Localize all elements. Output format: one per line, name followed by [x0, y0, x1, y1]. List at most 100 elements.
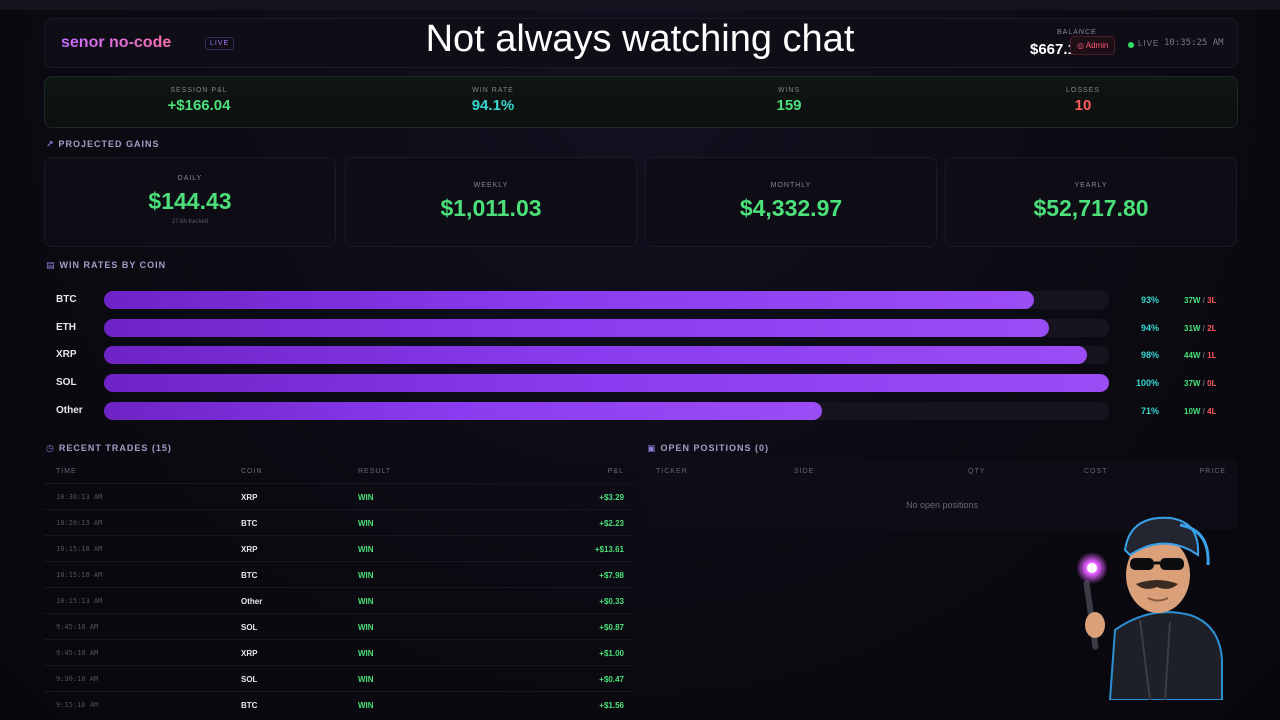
winrate-row-xrp: XRP 98% 44W / 1L — [44, 345, 1238, 365]
trade-time: 10:20:13 AM — [56, 519, 103, 527]
recent-trades-table: TIME COIN RESULT P&L 10:30:13 AM XRP WIN… — [44, 460, 634, 720]
winrate-row-eth: ETH 94% 31W / 2L — [44, 318, 1238, 338]
win-loss-count: 37W / 3L — [1184, 296, 1217, 305]
trade-coin: XRP — [241, 649, 258, 658]
losses-count: 2L — [1207, 324, 1217, 333]
win-rates-panel: BTC 93% 37W / 3L ETH 94% 31W / 2L XRP 98… — [44, 280, 1238, 426]
projection-label: WEEKLY — [473, 182, 509, 189]
trade-result: WIN — [358, 623, 374, 632]
projected-gains-title: ↗ PROJECTED GAINS — [46, 139, 160, 150]
trend-up-icon: ↗ — [46, 139, 55, 149]
empty-state-message: No open positions — [905, 500, 979, 510]
wins-count: 10W — [1184, 407, 1201, 416]
column-header-qty[interactable]: QTY — [968, 468, 986, 475]
table-row[interactable]: 10:30:13 AM XRP WIN +$3.29 — [44, 483, 634, 509]
winrate-bar — [104, 402, 822, 420]
projection-card-weekly: WEEKLY $1,011.03 — [345, 157, 637, 247]
winrate-percent: 94% — [1140, 323, 1159, 333]
winrate-track — [104, 319, 1109, 337]
balance-label: BALANCE — [1057, 29, 1097, 36]
trade-time: 9:30:10 AM — [56, 675, 99, 683]
wins-count: 37W — [1184, 379, 1201, 388]
losses-count: 1L — [1207, 351, 1217, 360]
column-header-ticker[interactable]: TICKER — [656, 468, 688, 475]
winrate-bar — [104, 319, 1049, 337]
wins-count: 44W — [1184, 351, 1201, 360]
section-title-text: PROJECTED GAINS — [58, 139, 160, 149]
dashboard-header: senor no-code LIVE BALANCE $667.10 ◎ Adm… — [44, 18, 1238, 68]
stat-value: +$166.04 — [167, 97, 231, 114]
projection-card-monthly: MONTHLY $4,332.97 — [645, 157, 937, 247]
clock-icon: ◷ — [46, 443, 55, 453]
winrate-bar — [104, 346, 1087, 364]
wins-count: 37W — [1184, 296, 1201, 305]
open-positions-table: TICKER SIDE QTY COST PRICE No open posit… — [646, 460, 1238, 530]
column-header-price[interactable]: PRICE — [1199, 468, 1226, 475]
trade-result: WIN — [358, 545, 374, 554]
winrate-bar — [104, 291, 1034, 309]
table-row[interactable]: 10:20:13 AM BTC WIN +$2.23 — [44, 509, 634, 535]
table-row[interactable]: 9:30:10 AM SOL WIN +$0.47 — [44, 665, 634, 691]
trade-time: 9:15:10 AM — [56, 701, 99, 709]
window-top-strip — [0, 0, 1280, 10]
column-header-side[interactable]: SIDE — [794, 468, 815, 475]
projection-label: YEARLY — [1074, 182, 1108, 189]
win-loss-count: 37W / 0L — [1184, 379, 1217, 388]
coin-label: ETH — [56, 322, 76, 333]
table-row[interactable]: 9:15:10 AM BTC WIN +$1.56 — [44, 691, 634, 717]
projection-subtext: 27.6h tracked — [171, 219, 209, 225]
trade-time: 10:15:18 AM — [56, 545, 103, 553]
projection-value: $1,011.03 — [440, 195, 542, 221]
coin-label: SOL — [56, 377, 77, 388]
trade-time: 10:15:18 AM — [56, 571, 103, 579]
trade-time: 10:30:13 AM — [56, 493, 103, 501]
table-row[interactable]: 10:15:18 AM XRP WIN +$13.61 — [44, 535, 634, 561]
stat-label: WINS — [777, 87, 801, 94]
stream-overlay-caption: Not always watching chat — [425, 18, 855, 60]
trade-coin: BTC — [241, 519, 258, 528]
projection-value: $144.43 — [148, 188, 232, 214]
open-positions-title: ▣ OPEN POSITIONS (0) — [647, 443, 769, 454]
winrate-row-btc: BTC 93% 37W / 3L — [44, 290, 1238, 310]
wins-count: 31W — [1184, 324, 1201, 333]
admin-button[interactable]: ◎ Admin — [1070, 36, 1116, 55]
column-header-pnl[interactable]: P&L — [607, 468, 624, 475]
section-title-text: WIN RATES BY COIN — [59, 260, 167, 270]
trade-coin: XRP — [241, 493, 258, 502]
section-title-text: RECENT TRADES (15) — [58, 443, 172, 453]
column-header-coin[interactable]: COIN — [241, 468, 263, 475]
trade-result: WIN — [358, 649, 374, 658]
brand-logo: senor no-code — [61, 34, 172, 51]
trade-coin: BTC — [241, 571, 258, 580]
losses-count: 3L — [1207, 296, 1217, 305]
session-stats-bar: SESSION P&L +$166.04 WIN RATE 94.1% WINS… — [44, 76, 1238, 128]
projection-card-yearly: YEARLY $52,717.80 — [945, 157, 1237, 247]
projection-label: MONTHLY — [770, 182, 812, 189]
table-row[interactable]: 10:15:13 AM Other WIN +$0.33 — [44, 587, 634, 613]
trade-result: WIN — [358, 675, 374, 684]
table-row[interactable]: 9:45:10 AM SOL WIN +$0.87 — [44, 613, 634, 639]
trade-pnl: +$1.56 — [599, 701, 624, 710]
trade-pnl: +$7.98 — [599, 571, 624, 580]
stat-label: LOSSES — [1065, 87, 1100, 94]
losses-count: 0L — [1207, 379, 1217, 388]
column-header-time[interactable]: TIME — [56, 468, 77, 475]
coin-label: BTC — [56, 294, 77, 305]
table-row[interactable]: 9:45:10 AM XRP WIN +$1.00 — [44, 639, 634, 665]
winrate-percent: 71% — [1140, 406, 1159, 416]
trade-pnl: +$1.00 — [599, 649, 624, 658]
table-row[interactable]: 10:15:18 AM BTC WIN +$7.98 — [44, 561, 634, 587]
stat-label: SESSION P&L — [170, 87, 228, 94]
column-header-cost[interactable]: COST — [1084, 468, 1108, 475]
column-header-result[interactable]: RESULT — [358, 468, 392, 475]
live-status-label: LIVE — [1138, 39, 1160, 48]
trade-result: WIN — [358, 701, 374, 710]
coin-label: Other — [56, 405, 83, 416]
stat-label: WIN RATE — [472, 87, 514, 94]
stat-session-pnl: SESSION P&L +$166.04 — [49, 87, 349, 114]
winrate-track — [104, 402, 1109, 420]
winrate-percent: 98% — [1140, 350, 1159, 360]
trade-time: 10:15:13 AM — [56, 597, 103, 605]
stat-win-rate: WIN RATE 94.1% — [343, 87, 643, 114]
trade-result: WIN — [358, 597, 374, 606]
